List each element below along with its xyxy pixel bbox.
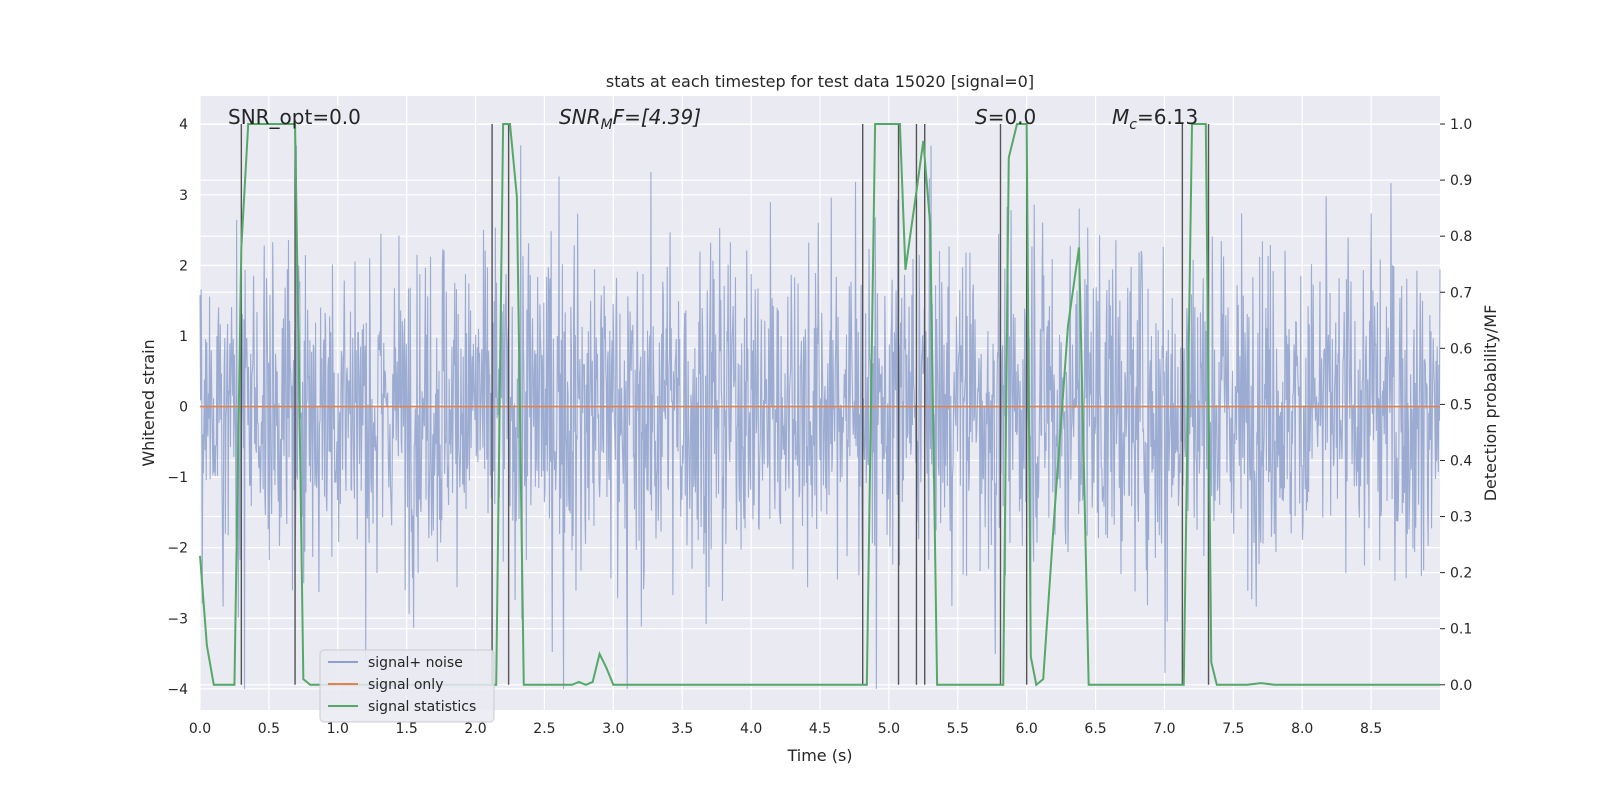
- legend-label-statistics: signal statistics: [368, 699, 476, 715]
- x-tick-label-7: 3.5: [671, 721, 693, 737]
- signal-noise-series: [199, 145, 1441, 689]
- y-axis-label-left: Whitened strain: [139, 339, 158, 466]
- x-tick-label-10: 5.0: [878, 721, 900, 737]
- annotation-mc: Mc=6.13: [1112, 105, 1198, 133]
- s-label: S: [975, 105, 988, 129]
- snr-mf-rest: F=[4.39]: [613, 105, 701, 129]
- right-y-tick-label-5: 0.5: [1450, 397, 1472, 413]
- right-y-tick-label-9: 0.9: [1450, 173, 1472, 189]
- right-y-tick-label-10: 1.0: [1450, 117, 1472, 133]
- left-y-tick-label-1: −3: [167, 611, 188, 627]
- left-y-tick-labels: −4 −3 −2 −1 0 1 2 3 4: [167, 117, 188, 698]
- y-axis-label-right: Detection probability/MF: [1481, 305, 1500, 502]
- x-tick-label-17: 8.5: [1360, 721, 1382, 737]
- mc-label: M: [1112, 105, 1129, 129]
- s-value: =0.0: [988, 105, 1037, 129]
- annotation-s: S=0.0: [975, 105, 1036, 129]
- x-tick-label-8: 4.0: [740, 721, 762, 737]
- x-tick-label-13: 6.5: [1084, 721, 1106, 737]
- x-tick-label-12: 6.0: [1016, 721, 1038, 737]
- mc-value: =6.13: [1137, 105, 1198, 129]
- mc-subscript: c: [1129, 117, 1137, 133]
- x-tick-label-4: 2.0: [464, 721, 486, 737]
- left-y-tick-label-0: −4: [167, 682, 188, 698]
- chart-title: stats at each timestep for test data 150…: [606, 72, 1034, 91]
- legend-label-noise: signal+ noise: [368, 655, 463, 671]
- left-y-tick-label-7: 3: [179, 188, 188, 204]
- x-tick-label-2: 1.0: [327, 721, 349, 737]
- right-y-tick-label-0: 0.0: [1450, 678, 1472, 694]
- signal-statistics-series: [199, 123, 1440, 687]
- left-y-tick-label-6: 2: [179, 258, 188, 274]
- left-y-tick-label-3: −1: [167, 470, 188, 486]
- x-tick-label-14: 7.0: [1153, 721, 1175, 737]
- legend-label-signal-only: signal only: [368, 677, 443, 693]
- x-axis-label: Time (s): [786, 746, 852, 765]
- x-tick-label-9: 4.5: [809, 721, 831, 737]
- snr-mf-subscript: M: [601, 117, 613, 133]
- x-tick-labels: 0.0 0.5 1.0 1.5 2.0 2.5 3.0 3.5 4.0 4.5 5.0 5.5 6.0 6…: [189, 721, 1382, 737]
- left-y-tick-label-5: 1: [179, 329, 188, 345]
- snr-mf-prefix: SNR: [559, 105, 601, 129]
- x-tick-label-15: 7.5: [1222, 721, 1244, 737]
- right-y-tick-label-3: 0.3: [1450, 510, 1472, 526]
- x-tick-label-5: 2.5: [533, 721, 555, 737]
- x-tick-label-6: 3.0: [602, 721, 624, 737]
- right-y-tick-label-7: 0.7: [1450, 285, 1472, 301]
- x-tick-label-0: 0.0: [189, 721, 211, 737]
- noise-line: [199, 145, 1441, 689]
- legend-box: [319, 649, 495, 723]
- x-tick-label-3: 1.5: [396, 721, 418, 737]
- left-y-tick-label-8: 4: [179, 117, 188, 133]
- right-y-tick-label-4: 0.4: [1450, 453, 1472, 469]
- statistics-line: [199, 123, 1440, 687]
- legend: signal+ noise signal only signal statist…: [319, 649, 495, 723]
- x-tick-label-1: 0.5: [258, 721, 280, 737]
- right-y-tick-label-2: 0.2: [1450, 566, 1472, 582]
- x-tick-label-16: 8.0: [1291, 721, 1313, 737]
- annotation-snr-opt: SNR_opt=0.0: [228, 105, 361, 129]
- right-y-tick-labels: 0.0 0.1 0.2 0.3 0.4 0.5 0.6 0.7 0.8 0.9 1.0: [1440, 117, 1472, 694]
- x-tick-label-11: 5.5: [947, 721, 969, 737]
- right-y-tick-label-6: 0.6: [1450, 341, 1472, 357]
- right-y-tick-label-8: 0.8: [1450, 229, 1472, 245]
- right-y-tick-label-1: 0.1: [1450, 622, 1472, 638]
- left-y-tick-label-2: −2: [167, 541, 188, 557]
- annotation-snr-mf: SNRMF=[4.39]: [559, 105, 701, 133]
- left-y-tick-label-4: 0: [179, 400, 188, 416]
